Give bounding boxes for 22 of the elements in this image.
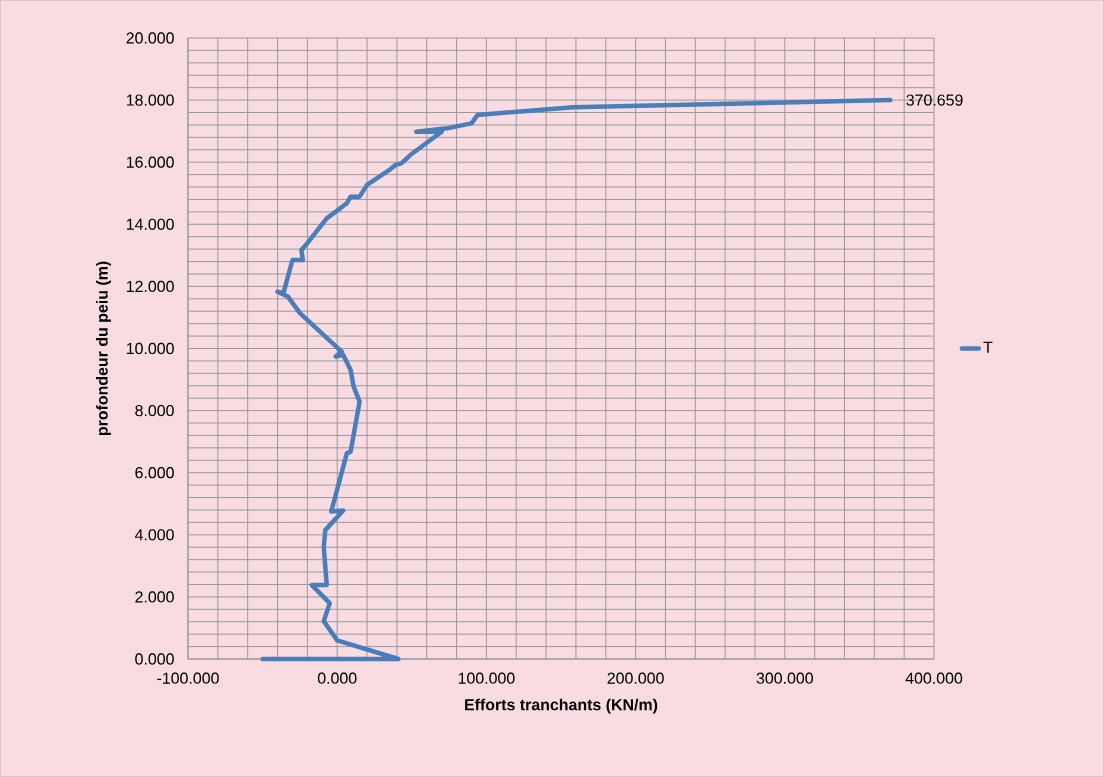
x-tick-label: 300.000 xyxy=(756,672,813,684)
legend-label: T xyxy=(983,341,993,353)
y-tick-label: 20.000 xyxy=(126,32,174,44)
y-tick-label: 8.000 xyxy=(135,404,174,417)
y-tick-label: 10.000 xyxy=(126,342,174,355)
y-tick-label: 14.000 xyxy=(126,218,174,230)
y-tick-label: 18.000 xyxy=(126,94,174,106)
x-tick-label: 200.000 xyxy=(607,672,664,684)
line-series xyxy=(260,97,893,662)
annotation: 370.659 xyxy=(906,94,963,106)
y-tick-label: 4.000 xyxy=(134,529,174,541)
y-tick-label: 2.000 xyxy=(135,591,174,603)
x-axis-title: Efforts tranchants (KN/m) xyxy=(465,698,658,714)
y-axis-title: profondeur du peiu (m) xyxy=(96,261,111,436)
y-tick-label: 6.000 xyxy=(135,467,174,479)
x-tick-label: -100.000 xyxy=(157,672,219,684)
x-tick-label: 0.000 xyxy=(317,672,357,684)
y-tick-label: 0.000 xyxy=(135,653,174,665)
x-tick-label: 400.000 xyxy=(905,672,963,684)
y-tick-label: 16.000 xyxy=(126,156,174,168)
x-tick-label: 100.000 xyxy=(458,672,515,684)
y-tick-label: 12.000 xyxy=(126,280,174,293)
